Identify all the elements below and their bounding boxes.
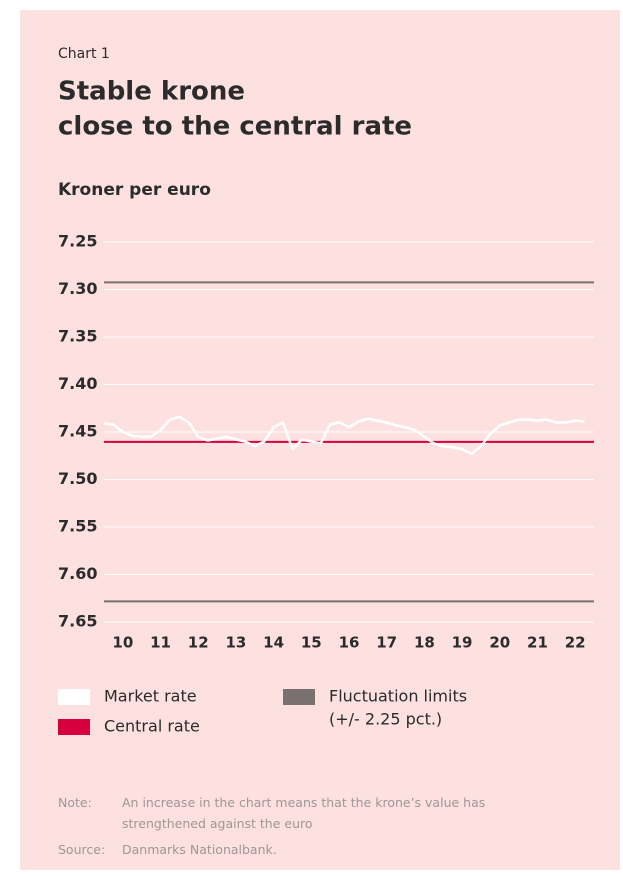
chart-title: Stable krone [58, 77, 245, 107]
x-tick-label: 18 [414, 634, 435, 652]
source-text: Danmarks Nationalbank. [122, 842, 277, 857]
x-tick-label: 21 [527, 634, 548, 652]
y-tick-label: 7.35 [58, 327, 97, 346]
x-tick-label: 22 [565, 634, 586, 652]
y-tick-label: 7.40 [58, 374, 97, 393]
y-tick-label: 7.25 [58, 232, 97, 251]
note: Note: An increase in the chart means tha… [58, 792, 572, 834]
source-label: Source: [58, 842, 106, 857]
legend-swatch [283, 689, 315, 705]
legend-label: Fluctuation limits [329, 687, 467, 706]
panel [20, 10, 620, 870]
y-tick-label: 7.65 [58, 612, 97, 631]
market-rate-line [103, 415, 585, 456]
x-tick-label: 17 [376, 634, 397, 652]
x-tick-label: 16 [339, 634, 360, 652]
x-tick-label: 11 [150, 634, 171, 652]
legend-label: Central rate [104, 717, 200, 736]
legend-swatch [58, 689, 90, 705]
source: Source: Danmarks Nationalbank. [58, 839, 572, 860]
note-text: An increase in the chart means that the … [122, 795, 486, 831]
x-tick-label: 13 [225, 634, 246, 652]
kicker: Chart 1 [58, 46, 110, 62]
legend-note: (+/- 2.25 pct.) [329, 710, 442, 729]
y-tick-label: 7.55 [58, 517, 97, 536]
y-tick-label: 7.30 [58, 279, 97, 298]
legend-swatch [58, 719, 90, 735]
x-tick-label: 20 [489, 634, 510, 652]
x-tick-label: 10 [112, 634, 133, 652]
note-label: Note: [58, 795, 92, 810]
legend-label: Market rate [104, 687, 197, 706]
x-tick-label: 19 [452, 634, 473, 652]
x-tick-label: 15 [301, 634, 322, 652]
chart-title: close to the central rate [58, 112, 412, 142]
y-tick-label: 7.45 [58, 422, 97, 441]
y-tick-label: 7.60 [58, 564, 97, 583]
x-tick-label: 14 [263, 634, 284, 652]
y-axis-label: Kroner per euro [58, 180, 211, 200]
y-tick-label: 7.50 [58, 469, 97, 488]
x-tick-label: 12 [188, 634, 209, 652]
